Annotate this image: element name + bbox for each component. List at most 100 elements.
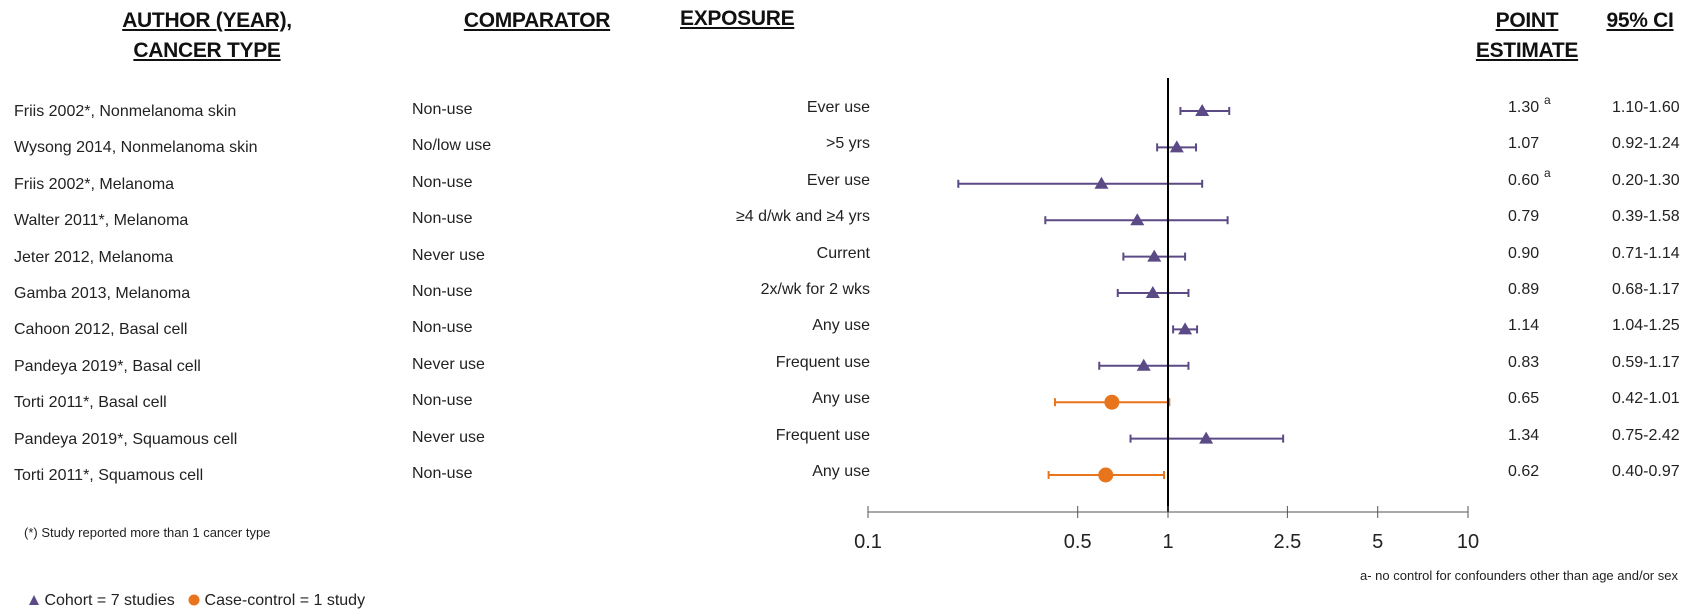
row-ci: 0.20-1.30 [1612, 171, 1680, 189]
row-comparator: Non-use [412, 101, 473, 118]
row-estimate: 1.34 [1508, 426, 1540, 444]
row-ci: 0.68-1.17 [1612, 281, 1680, 298]
row-ci: 1.10-1.60 [1612, 99, 1680, 116]
forest-row [1116, 286, 1190, 298]
row-exposure: Any use [812, 390, 870, 408]
row-comparator: Non-use [412, 392, 473, 410]
point-estimate-marker [1195, 104, 1210, 116]
row-estimate: 1.07 [1508, 135, 1540, 153]
row-ci: 1.04-1.25 [1612, 317, 1680, 335]
row-study: Pandeya 2019*, Basal cell [14, 357, 201, 375]
row-exposure: Any use [812, 317, 870, 335]
point-estimate-marker [1094, 176, 1109, 189]
row-ci: 0.39-1.58 [1612, 208, 1680, 226]
row-estimate: 0.90 [1508, 244, 1540, 262]
footnote-a: a- no control for confounders other than… [1360, 568, 1678, 583]
row-estimate: 0.83 [1508, 353, 1540, 371]
row-estimate: 0.79 [1508, 208, 1540, 226]
row-ci: 0.40-0.97 [1612, 463, 1680, 480]
row-study: Walter 2011*, Melanoma [14, 212, 189, 230]
row-exposure: Current [816, 244, 870, 262]
x-tick-label: 0.1 [854, 531, 882, 553]
point-estimate-marker [1145, 286, 1160, 298]
row-estimate: 0.65 [1508, 390, 1540, 408]
forest-row [1047, 467, 1166, 483]
forest-row [1129, 431, 1285, 444]
row-estimate: 0.89 [1508, 281, 1540, 298]
legend-cohort: Cohort = 7 studies [44, 592, 175, 609]
legend-case-control: Case-control = 1 study [204, 592, 366, 609]
header-point-line1: POINT [1495, 9, 1559, 32]
row-estimate: 1.14 [1508, 317, 1540, 335]
row-estimate-note: a [1544, 165, 1551, 180]
header-author-line2: CANCER TYPE [133, 39, 281, 62]
forest-row [1053, 394, 1171, 410]
legend: Cohort = 7 studies Case-control = 1 stud… [28, 592, 365, 610]
row-exposure: Ever use [806, 171, 870, 189]
circle-icon [188, 594, 200, 606]
x-tick-label: 5 [1372, 531, 1383, 553]
row-comparator: No/low use [412, 137, 492, 155]
footnote-star: (*) Study reported more than 1 cancer ty… [24, 525, 271, 540]
header-point-estimate: POINT ESTIMATE [1462, 6, 1592, 66]
row-estimate-note: a [1544, 93, 1551, 107]
x-tick-label: 0.5 [1064, 531, 1092, 553]
point-estimate-marker [1178, 322, 1193, 335]
row-study: Wysong 2014, Nonmelanoma skin [14, 139, 258, 157]
row-study: Friis 2002*, Melanoma [14, 175, 175, 193]
row-estimate: 0.60 [1508, 171, 1540, 189]
x-tick-label: 10 [1457, 531, 1479, 553]
forest-row [1156, 140, 1198, 153]
row-comparator: Non-use [412, 173, 473, 191]
header-exposure: EXPOSURE [680, 7, 795, 30]
x-tick-label: 1 [1162, 531, 1173, 553]
forest-row [1172, 322, 1199, 335]
point-estimate-marker [1098, 467, 1114, 483]
forest-row [1044, 213, 1229, 226]
row-comparator: Non-use [412, 283, 473, 300]
row-exposure: Any use [812, 463, 870, 480]
row-exposure: 2x/wk for 2 wks [760, 281, 870, 298]
x-tick-label: 2.5 [1273, 531, 1301, 553]
row-exposure: Ever use [806, 99, 870, 116]
header-ci: 95% CI [1606, 9, 1674, 32]
row-study: Gamba 2013, Melanoma [14, 285, 191, 302]
row-ci: 0.59-1.17 [1612, 353, 1680, 371]
row-comparator: Non-use [412, 210, 473, 228]
row-comparator: Never use [412, 246, 485, 264]
row-exposure: Frequent use [775, 426, 870, 444]
forest-row [1098, 358, 1190, 371]
point-estimate-marker [1130, 213, 1145, 226]
row-estimate: 0.62 [1508, 463, 1540, 480]
header-comparator: COMPARATOR [463, 9, 611, 32]
point-estimate-marker [1199, 431, 1214, 444]
row-study: Friis 2002*, Nonmelanoma skin [14, 103, 237, 120]
forest-row [1122, 249, 1187, 262]
row-ci: 0.75-2.42 [1612, 426, 1680, 444]
row-study: Torti 2011*, Squamous cell [14, 467, 204, 484]
row-comparator: Non-use [412, 319, 473, 337]
row-exposure: >5 yrs [825, 135, 870, 153]
row-estimate: 1.30 [1508, 99, 1540, 116]
forest-row [957, 176, 1204, 189]
row-exposure: ≥4 d/wk and ≥4 yrs [735, 208, 870, 226]
point-estimate-marker [1169, 140, 1184, 153]
row-comparator: Never use [412, 428, 485, 446]
header-point-line2: ESTIMATE [1475, 39, 1579, 62]
row-study: Pandeya 2019*, Squamous cell [14, 430, 238, 448]
row-exposure: Frequent use [775, 353, 870, 371]
point-estimate-marker [1136, 358, 1151, 371]
header-author-line1: AUTHOR (YEAR), [122, 9, 292, 32]
header-author: AUTHOR (YEAR), CANCER TYPE [92, 6, 322, 66]
point-estimate-marker [1104, 394, 1120, 410]
forest-row [1179, 104, 1231, 116]
row-study: Jeter 2012, Melanoma [14, 248, 174, 266]
row-study: Torti 2011*, Basal cell [14, 394, 167, 412]
row-ci: 0.42-1.01 [1612, 390, 1680, 408]
row-comparator: Never use [412, 355, 485, 373]
row-ci: 0.71-1.14 [1612, 244, 1680, 262]
row-comparator: Non-use [412, 465, 473, 482]
point-estimate-marker [1147, 249, 1162, 262]
triangle-icon [29, 595, 39, 605]
row-ci: 0.92-1.24 [1612, 135, 1680, 153]
